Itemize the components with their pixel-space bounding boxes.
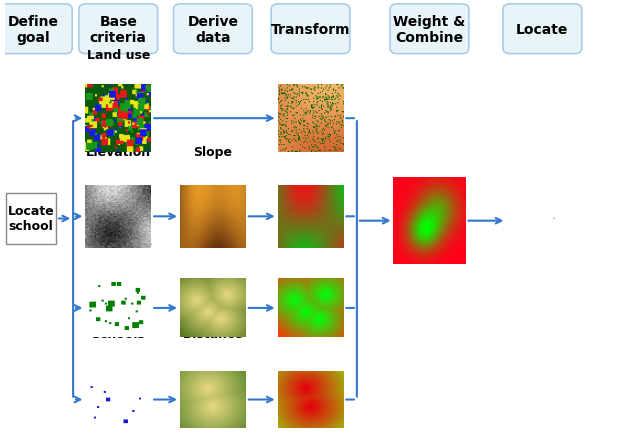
- Text: Transform: Transform: [271, 23, 350, 37]
- Text: Derive
data: Derive data: [188, 14, 238, 45]
- FancyBboxPatch shape: [173, 5, 252, 54]
- Text: Locate: Locate: [516, 23, 569, 37]
- Text: Distance: Distance: [183, 236, 243, 249]
- Text: Land use: Land use: [86, 49, 150, 61]
- FancyBboxPatch shape: [0, 5, 72, 54]
- Text: Base
criteria: Base criteria: [90, 14, 147, 45]
- FancyBboxPatch shape: [503, 5, 582, 54]
- Text: Rec. sites: Rec. sites: [85, 236, 152, 249]
- Text: Elevation: Elevation: [86, 146, 151, 159]
- Text: Locate
school: Locate school: [7, 205, 54, 233]
- Text: Distance: Distance: [183, 327, 243, 340]
- Text: Weight &
Combine: Weight & Combine: [394, 14, 466, 45]
- FancyBboxPatch shape: [271, 5, 350, 54]
- Bar: [6, 194, 56, 244]
- Text: Define
goal: Define goal: [7, 14, 59, 45]
- FancyBboxPatch shape: [79, 5, 157, 54]
- Text: Slope: Slope: [193, 146, 233, 159]
- FancyBboxPatch shape: [390, 5, 469, 54]
- Text: Schools: Schools: [91, 327, 145, 340]
